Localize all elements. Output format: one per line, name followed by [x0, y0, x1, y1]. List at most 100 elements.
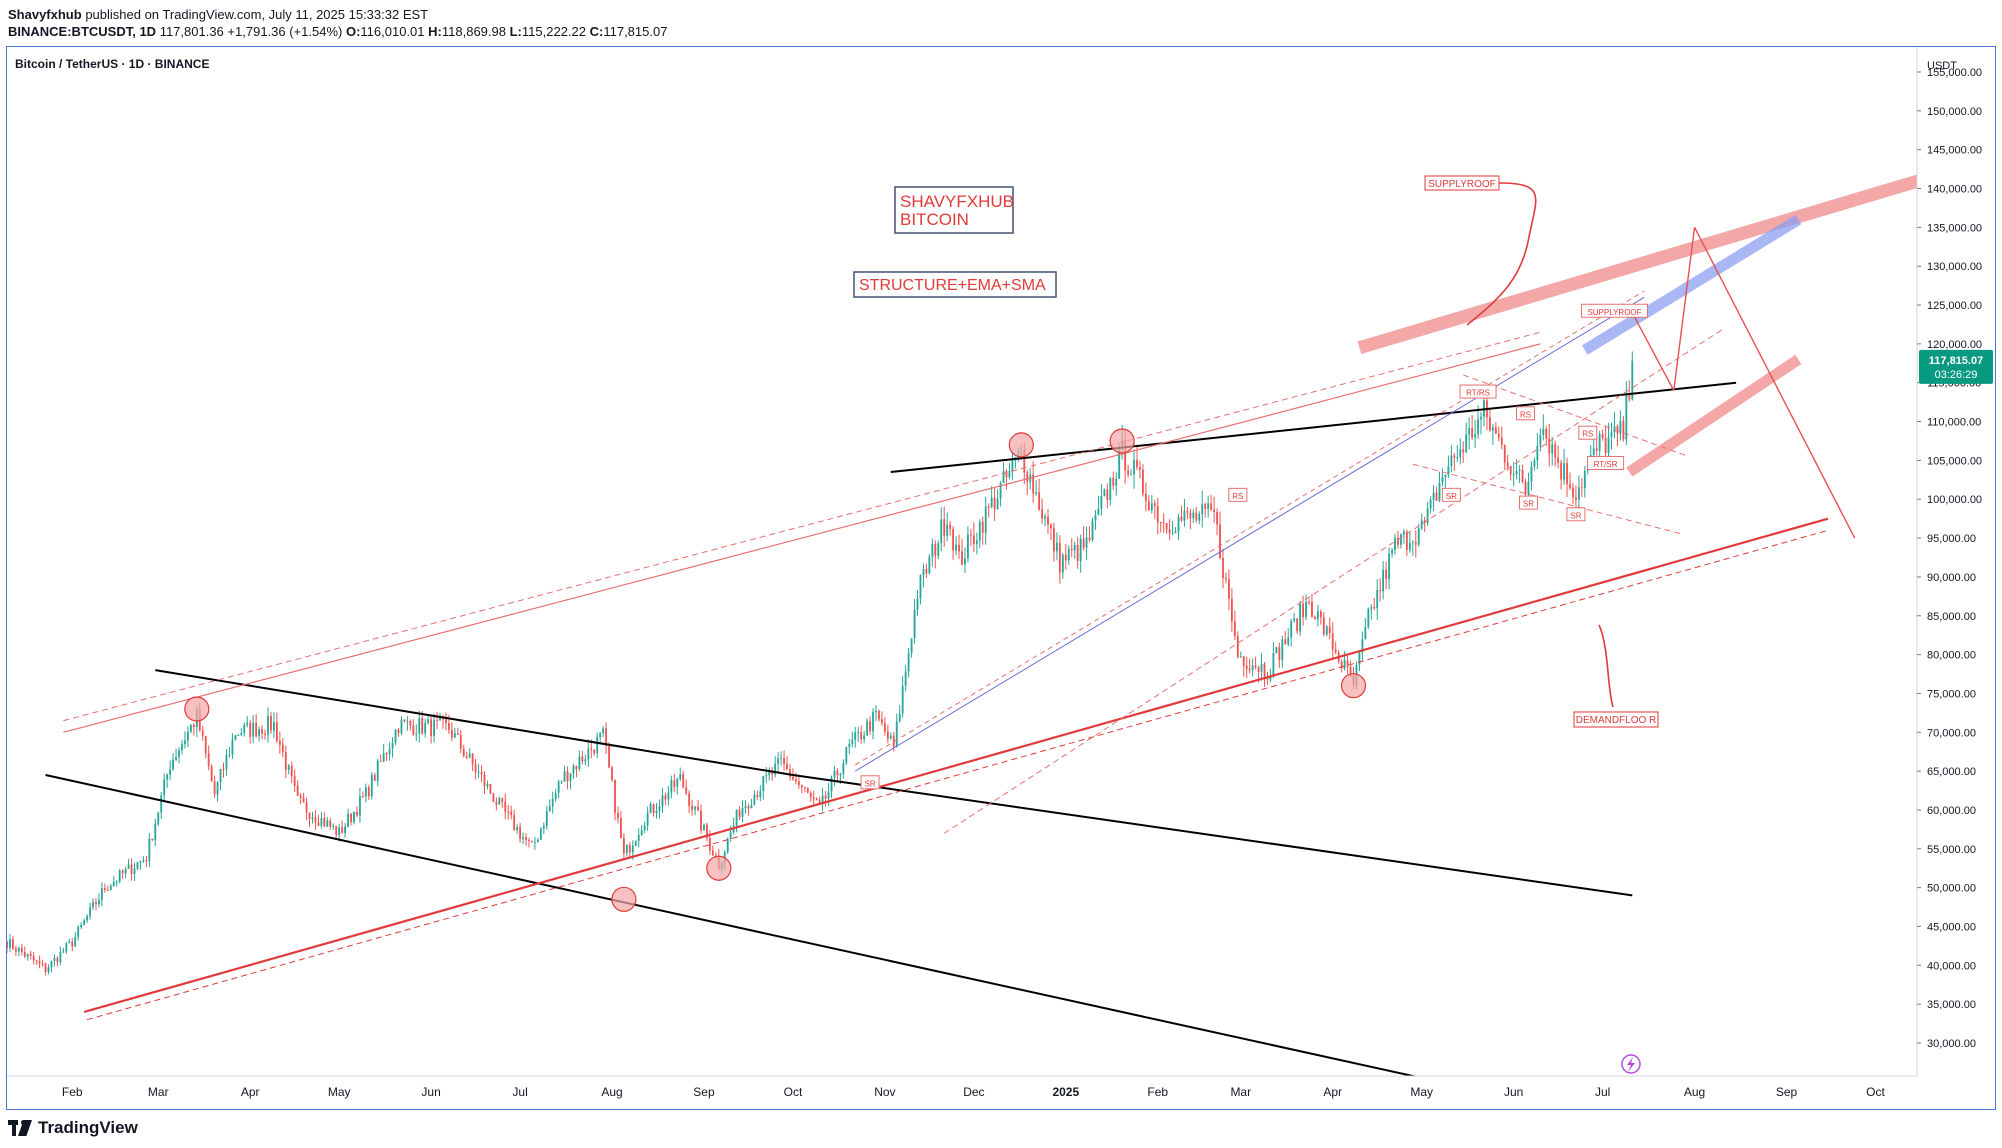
candle	[1373, 597, 1376, 610]
candle	[1115, 472, 1118, 496]
candle	[1106, 483, 1109, 509]
candle	[620, 811, 622, 839]
candle	[809, 791, 812, 802]
structure-tag-text: RS	[1520, 410, 1531, 419]
candle	[281, 737, 284, 758]
candle	[243, 722, 246, 737]
candle	[533, 836, 536, 850]
candle	[851, 731, 854, 748]
candle	[706, 823, 708, 842]
candle	[74, 931, 77, 947]
candle	[999, 481, 1002, 507]
candle	[9, 933, 11, 953]
y-tick-label: 60,000.00	[1927, 805, 1976, 817]
candle	[563, 765, 566, 783]
candle	[216, 781, 219, 802]
candle	[860, 725, 863, 744]
candle	[23, 946, 26, 959]
candle	[68, 938, 71, 944]
candle	[1130, 469, 1132, 476]
candle	[1610, 422, 1613, 450]
candle	[1213, 496, 1216, 523]
candle	[320, 811, 323, 829]
candle	[1207, 495, 1210, 518]
candle	[1180, 505, 1183, 522]
candle	[100, 882, 103, 907]
candle	[1127, 464, 1130, 478]
candle	[1275, 646, 1278, 654]
candle	[611, 765, 613, 783]
candle	[694, 805, 696, 816]
candle	[1109, 477, 1112, 506]
candle	[667, 786, 670, 806]
candle	[1583, 465, 1586, 498]
candle	[987, 503, 990, 518]
candle	[35, 960, 38, 965]
candle	[703, 823, 705, 831]
candle	[797, 776, 800, 789]
x-tick-label: Jun	[421, 1085, 440, 1099]
candle	[356, 806, 358, 818]
x-tick-label: May	[1410, 1085, 1433, 1099]
candle	[1411, 539, 1414, 556]
x-tick-label: Nov	[874, 1085, 895, 1099]
candle	[273, 712, 275, 738]
projection-3	[1693, 227, 1856, 539]
demand-floor-label: DEMANDFLOO R	[1576, 715, 1657, 726]
candle	[925, 563, 928, 579]
candle	[1423, 516, 1426, 532]
strategy-box: STRUCTURE+EMA+SMA	[853, 271, 1057, 298]
candle	[311, 811, 314, 824]
structure-tag: SR	[860, 775, 880, 790]
candle	[1616, 424, 1619, 447]
structure-tag-text: RT/SR	[1594, 460, 1618, 469]
candle	[258, 726, 261, 742]
candle	[596, 732, 599, 759]
candle	[931, 538, 934, 567]
candle	[379, 754, 382, 762]
candle	[762, 775, 765, 800]
candle	[1394, 533, 1396, 555]
candle	[1053, 522, 1055, 562]
x-tick-label: Sep	[693, 1085, 715, 1099]
candle	[750, 798, 753, 809]
candle	[608, 742, 610, 769]
y-tick-label: 130,000.00	[1927, 261, 1982, 273]
candle	[397, 728, 400, 737]
candle	[1580, 478, 1583, 497]
candle	[462, 744, 465, 758]
candle	[323, 812, 326, 828]
time-scale[interactable]: Feb Mar Apr May Jun Jul Aug Sep Oct Nov Dec 2025 Feb…	[7, 1075, 1917, 1099]
candle	[883, 717, 886, 736]
candle	[421, 711, 424, 735]
candle	[145, 856, 148, 868]
candle	[456, 727, 459, 735]
candle	[219, 768, 222, 791]
pivot-dec	[1008, 432, 1034, 458]
supply-roof-callout: SUPPLYROOF	[1424, 175, 1537, 326]
candle	[1402, 529, 1405, 545]
candle	[904, 665, 907, 692]
candle	[359, 787, 361, 823]
y-tick-label: 135,000.00	[1927, 222, 1982, 234]
candle	[1079, 534, 1082, 573]
candle	[1542, 414, 1545, 441]
structure-tag-text: SR	[1570, 511, 1581, 520]
candle	[373, 773, 376, 781]
pivot-jan	[1109, 428, 1135, 454]
candle	[1026, 469, 1029, 496]
candle	[652, 803, 655, 817]
candle	[919, 574, 922, 605]
candle	[1201, 490, 1204, 528]
candle	[424, 719, 427, 738]
candle	[1171, 521, 1174, 536]
candle	[118, 868, 121, 884]
candle	[545, 806, 548, 830]
structure-tag: SR	[1441, 487, 1461, 502]
candles	[7, 351, 1634, 976]
candle	[1100, 483, 1103, 516]
candle	[252, 715, 255, 744]
